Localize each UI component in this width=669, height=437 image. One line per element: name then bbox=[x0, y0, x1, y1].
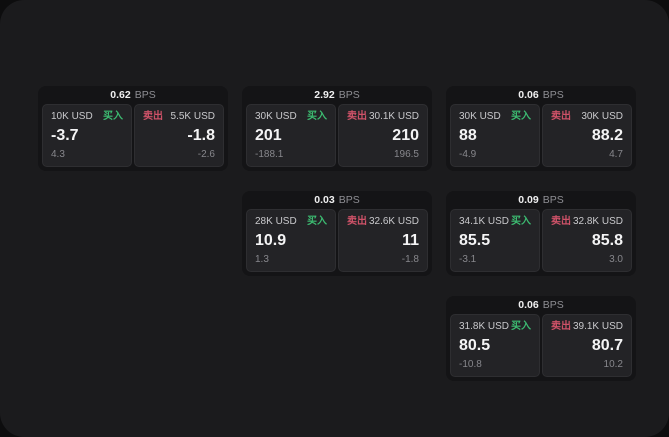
buy-price: 201 bbox=[255, 127, 282, 144]
buy-panel[interactable]: 10K USD 买入 -3.7 4.3 bbox=[42, 104, 132, 167]
buy-panel[interactable]: 30K USD 买入 88 -4.9 bbox=[450, 104, 540, 167]
buy-price: 88 bbox=[459, 127, 477, 144]
bps-header: 2.92 BPS bbox=[242, 86, 432, 104]
buy-label: 买入 bbox=[307, 111, 327, 122]
sell-panel[interactable]: 卖出 30K USD 88.2 4.7 bbox=[542, 104, 632, 167]
buy-label: 买入 bbox=[103, 111, 123, 122]
sell-label: 卖出 bbox=[551, 111, 571, 122]
bps-value: 0.06 bbox=[518, 89, 539, 101]
bps-value: 0.03 bbox=[314, 194, 335, 206]
bps-header: 0.06 BPS bbox=[446, 86, 636, 104]
buy-price: -3.7 bbox=[51, 127, 79, 144]
buy-amount: 28K USD bbox=[255, 216, 297, 227]
bps-value: 0.62 bbox=[110, 89, 131, 101]
sell-amount: 39.1K USD bbox=[572, 321, 623, 332]
sell-price: -1.8 bbox=[187, 127, 215, 144]
sell-price: 11 bbox=[402, 232, 419, 249]
sell-panel[interactable]: 卖出 32.6K USD 11 -1.8 bbox=[338, 209, 428, 272]
quote-card: 0.62 BPS 10K USD 买入 -3.7 4.3 卖出 5.5K USD… bbox=[38, 86, 228, 171]
buy-panel[interactable]: 28K USD 买入 10.9 1.3 bbox=[246, 209, 336, 272]
bps-value: 2.92 bbox=[314, 89, 335, 101]
sell-label: 卖出 bbox=[551, 321, 571, 332]
sell-amount: 30.1K USD bbox=[368, 111, 419, 122]
sell-panel[interactable]: 卖出 39.1K USD 80.7 10.2 bbox=[542, 314, 632, 377]
buy-panel[interactable]: 30K USD 买入 201 -188.1 bbox=[246, 104, 336, 167]
sell-price: 80.7 bbox=[591, 337, 623, 354]
sell-amount: 32.6K USD bbox=[368, 216, 419, 227]
sell-price: 85.8 bbox=[591, 232, 623, 249]
buy-label: 买入 bbox=[511, 321, 531, 332]
sell-price: 88.2 bbox=[591, 127, 623, 144]
sell-sub-value: -2.6 bbox=[197, 149, 215, 160]
buy-price: 10.9 bbox=[255, 232, 287, 249]
buy-sub-value: 1.3 bbox=[255, 254, 269, 265]
buy-sub-value: -4.9 bbox=[459, 149, 477, 160]
quote-card: 0.06 BPS 31.8K USD 买入 80.5 -10.8 卖出 39.1… bbox=[446, 296, 636, 381]
sell-price: 210 bbox=[392, 127, 419, 144]
sell-sub-value: 196.5 bbox=[393, 149, 419, 160]
buy-label: 买入 bbox=[511, 111, 531, 122]
buy-amount: 31.8K USD bbox=[459, 321, 510, 332]
buy-price: 85.5 bbox=[459, 232, 491, 249]
buy-sub-value: -10.8 bbox=[459, 359, 482, 370]
sell-sub-value: 3.0 bbox=[609, 254, 623, 265]
bps-unit-label: BPS bbox=[542, 299, 564, 311]
bps-value: 0.09 bbox=[518, 194, 539, 206]
sell-panel[interactable]: 卖出 30.1K USD 210 196.5 bbox=[338, 104, 428, 167]
buy-sub-value: -188.1 bbox=[255, 149, 284, 160]
buy-amount: 10K USD bbox=[51, 111, 93, 122]
sell-label: 卖出 bbox=[347, 216, 367, 227]
sell-amount: 30K USD bbox=[581, 111, 623, 122]
bps-value: 0.06 bbox=[518, 299, 539, 311]
bps-unit-label: BPS bbox=[134, 89, 156, 101]
buy-amount: 30K USD bbox=[255, 111, 297, 122]
buy-panel[interactable]: 31.8K USD 买入 80.5 -10.8 bbox=[450, 314, 540, 377]
buy-label: 买入 bbox=[307, 216, 327, 227]
buy-sub-value: -3.1 bbox=[459, 254, 477, 265]
buy-price: 80.5 bbox=[459, 337, 491, 354]
sell-sub-value: 4.7 bbox=[609, 149, 623, 160]
quote-card: 2.92 BPS 30K USD 买入 201 -188.1 卖出 30.1K … bbox=[242, 86, 432, 171]
sell-label: 卖出 bbox=[347, 111, 367, 122]
bps-unit-label: BPS bbox=[338, 89, 360, 101]
sell-panel[interactable]: 卖出 5.5K USD -1.8 -2.6 bbox=[134, 104, 224, 167]
bps-header: 0.09 BPS bbox=[446, 191, 636, 209]
sell-sub-value: -1.8 bbox=[401, 254, 419, 265]
bps-unit-label: BPS bbox=[542, 194, 564, 206]
sell-label: 卖出 bbox=[143, 111, 163, 122]
buy-amount: 34.1K USD bbox=[459, 216, 510, 227]
buy-sub-value: 4.3 bbox=[51, 149, 65, 160]
buy-label: 买入 bbox=[511, 216, 531, 227]
buy-amount: 30K USD bbox=[459, 111, 501, 122]
quote-card: 0.09 BPS 34.1K USD 买入 85.5 -3.1 卖出 32.8K… bbox=[446, 191, 636, 276]
quote-card: 0.06 BPS 30K USD 买入 88 -4.9 卖出 30K USD 8… bbox=[446, 86, 636, 171]
bps-header: 0.03 BPS bbox=[242, 191, 432, 209]
buy-panel[interactable]: 34.1K USD 买入 85.5 -3.1 bbox=[450, 209, 540, 272]
sell-panel[interactable]: 卖出 32.8K USD 85.8 3.0 bbox=[542, 209, 632, 272]
sell-label: 卖出 bbox=[551, 216, 571, 227]
bps-unit-label: BPS bbox=[542, 89, 564, 101]
sell-amount: 5.5K USD bbox=[170, 111, 215, 122]
bps-header: 0.06 BPS bbox=[446, 296, 636, 314]
quote-card: 0.03 BPS 28K USD 买入 10.9 1.3 卖出 32.6K US… bbox=[242, 191, 432, 276]
bps-unit-label: BPS bbox=[338, 194, 360, 206]
sell-sub-value: 10.2 bbox=[603, 359, 623, 370]
sell-amount: 32.8K USD bbox=[572, 216, 623, 227]
bps-header: 0.62 BPS bbox=[38, 86, 228, 104]
